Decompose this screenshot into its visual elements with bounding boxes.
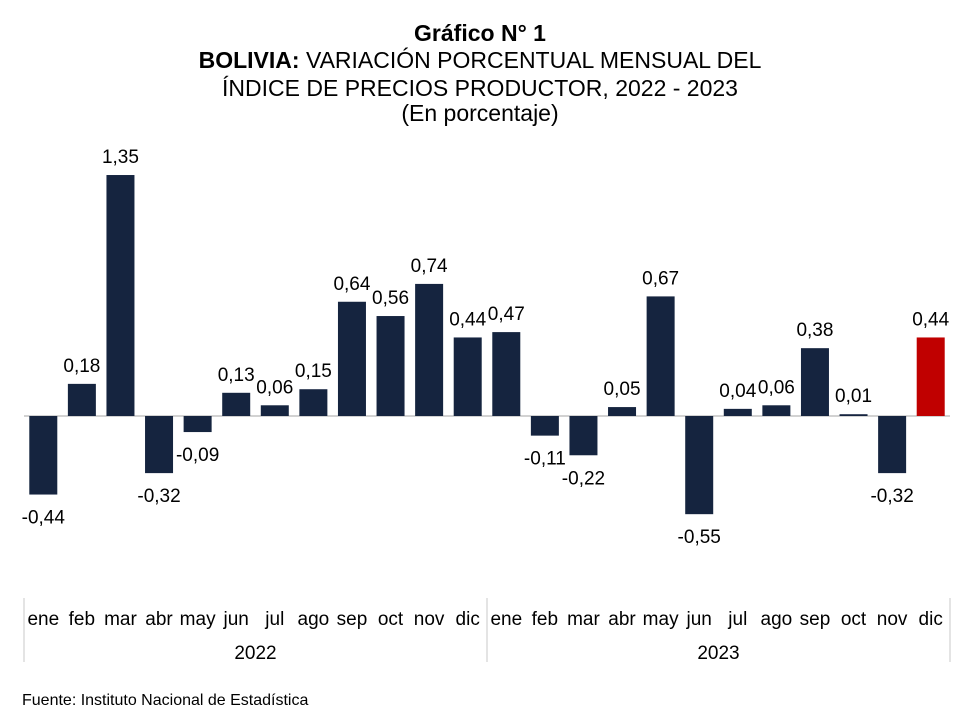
bar-2022-jun [222,392,251,416]
bar-2023-may [646,296,675,416]
bar-2022-ene [29,416,58,495]
tick-label-2023-jun: jun [686,609,712,630]
tick-label-2023-oct: oct [841,609,867,630]
tick-label-2022-jun: jun [223,609,249,630]
chart-header: Gráfico N° 1 BOLIVIA: VARIACIÓN PORCENTUA… [199,20,762,126]
tick-label-2023-sep: sep [800,609,831,630]
data-label-2022-oct: 0,56 [372,288,409,309]
year-label-2022: 2022 [234,643,276,664]
data-label-2022-ago: 0,15 [295,361,332,382]
data-label-2023-jul: 0,04 [719,381,756,402]
tick-label-2022-abr: abr [145,609,173,630]
data-label-2023-dic: 0,44 [912,309,949,330]
tick-label-2022-oct: oct [378,609,404,630]
bars [29,175,945,515]
data-label-2022-jun: 0,13 [218,365,255,386]
chart-subtitle-line-1: BOLIVIA: VARIACIÓN PORCENTUAL MENSUAL DEL [199,47,762,73]
bar-2023-jun [685,416,714,515]
bar-2022-oct [376,316,405,416]
data-label-2023-oct: 0,01 [835,386,872,407]
data-label-2022-mar: 1,35 [102,147,139,168]
tick-label-2023-ene: ene [490,609,522,630]
tick-label-2022-may: may [180,609,216,630]
year-axis: 2022 2023 [23,598,951,664]
data-label-2023-sep: 0,38 [796,320,833,341]
data-label-2023-ago: 0,06 [758,377,795,398]
tick-label-2023-nov: nov [877,609,908,630]
tick-label-2022-nov: nov [414,609,445,630]
tick-label-2022-dic: dic [456,609,480,630]
data-label-2022-jul: 0,06 [256,377,293,398]
bar-2022-sep [337,301,366,416]
bar-2023-sep [800,348,829,416]
bar-2022-mar [106,175,135,416]
bar-2022-ago [299,389,328,416]
country-label: BOLIVIA: [199,47,300,73]
tick-label-2022-ago: ago [298,609,330,630]
tick-label-2022-mar: mar [104,609,137,630]
data-label-2022-feb: 0,18 [63,356,100,377]
bar-2022-nov [415,283,444,416]
source-note: Fuente: Instituto Nacional de Estadístic… [22,692,308,709]
data-label-2022-abr: -0,32 [137,486,180,507]
data-label-2022-nov: 0,74 [411,256,448,277]
bar-2023-jul [723,408,752,416]
data-labels: -0,440,181,35-0,32-0,090,130,060,150,640… [22,147,950,548]
tick-label-2022-jul: jul [264,609,284,630]
bar-2023-abr [608,407,637,416]
data-label-2023-abr: 0,05 [604,379,641,400]
unit-note: (En porcentaje) [401,100,558,126]
bar-2023-oct [839,414,868,416]
category-axis: ene feb mar abr may jun jul ago sep oct nov dic ene f… [27,609,942,630]
data-label-2022-may: -0,09 [176,445,219,466]
data-label-2023-jun: -0,55 [678,527,721,548]
bar-2023-feb [530,416,559,436]
tick-label-2023-abr: abr [608,609,636,630]
bar-2022-dic [453,337,482,416]
bar-2023-ago [762,405,791,416]
tick-label-2022-sep: sep [337,609,368,630]
bar-2023-dic [916,337,945,416]
chart-title: Gráfico N° 1 [414,20,546,46]
data-label-2023-nov: -0,32 [870,486,913,507]
bar-2023-ene [492,332,521,416]
year-label-2023: 2023 [697,643,739,664]
bar-2022-jul [260,405,289,416]
tick-label-2022-feb: feb [69,609,95,630]
data-label-2023-feb: -0,11 [524,449,566,470]
tick-label-2023-dic: dic [919,609,943,630]
chart-subtitle-line-2: ÍNDICE DE PRECIOS PRODUCTOR, 2022 - 2023 [222,75,738,101]
data-label-2022-ene: -0,44 [22,508,66,529]
data-label-2023-mar: -0,22 [562,468,605,489]
bar-2022-feb [67,383,96,416]
tick-label-2023-ago: ago [761,609,793,630]
tick-label-2023-feb: feb [532,609,558,630]
bar-2023-nov [878,416,907,474]
bar-2022-abr [145,416,174,474]
data-label-2022-sep: 0,64 [333,274,370,295]
data-label-2023-may: 0,67 [642,268,679,289]
subtitle-text-1: VARIACIÓN PORCENTUAL MENSUAL DEL [306,47,762,73]
tick-label-2023-may: may [643,609,679,630]
bar-2022-may [183,416,212,433]
tick-label-2023-mar: mar [567,609,600,630]
data-label-2023-ene: 0,47 [488,304,525,325]
tick-label-2023-jul: jul [727,609,747,630]
data-label-2022-dic: 0,44 [449,309,486,330]
tick-label-2022-ene: ene [27,609,59,630]
bar-2023-mar [569,416,598,456]
